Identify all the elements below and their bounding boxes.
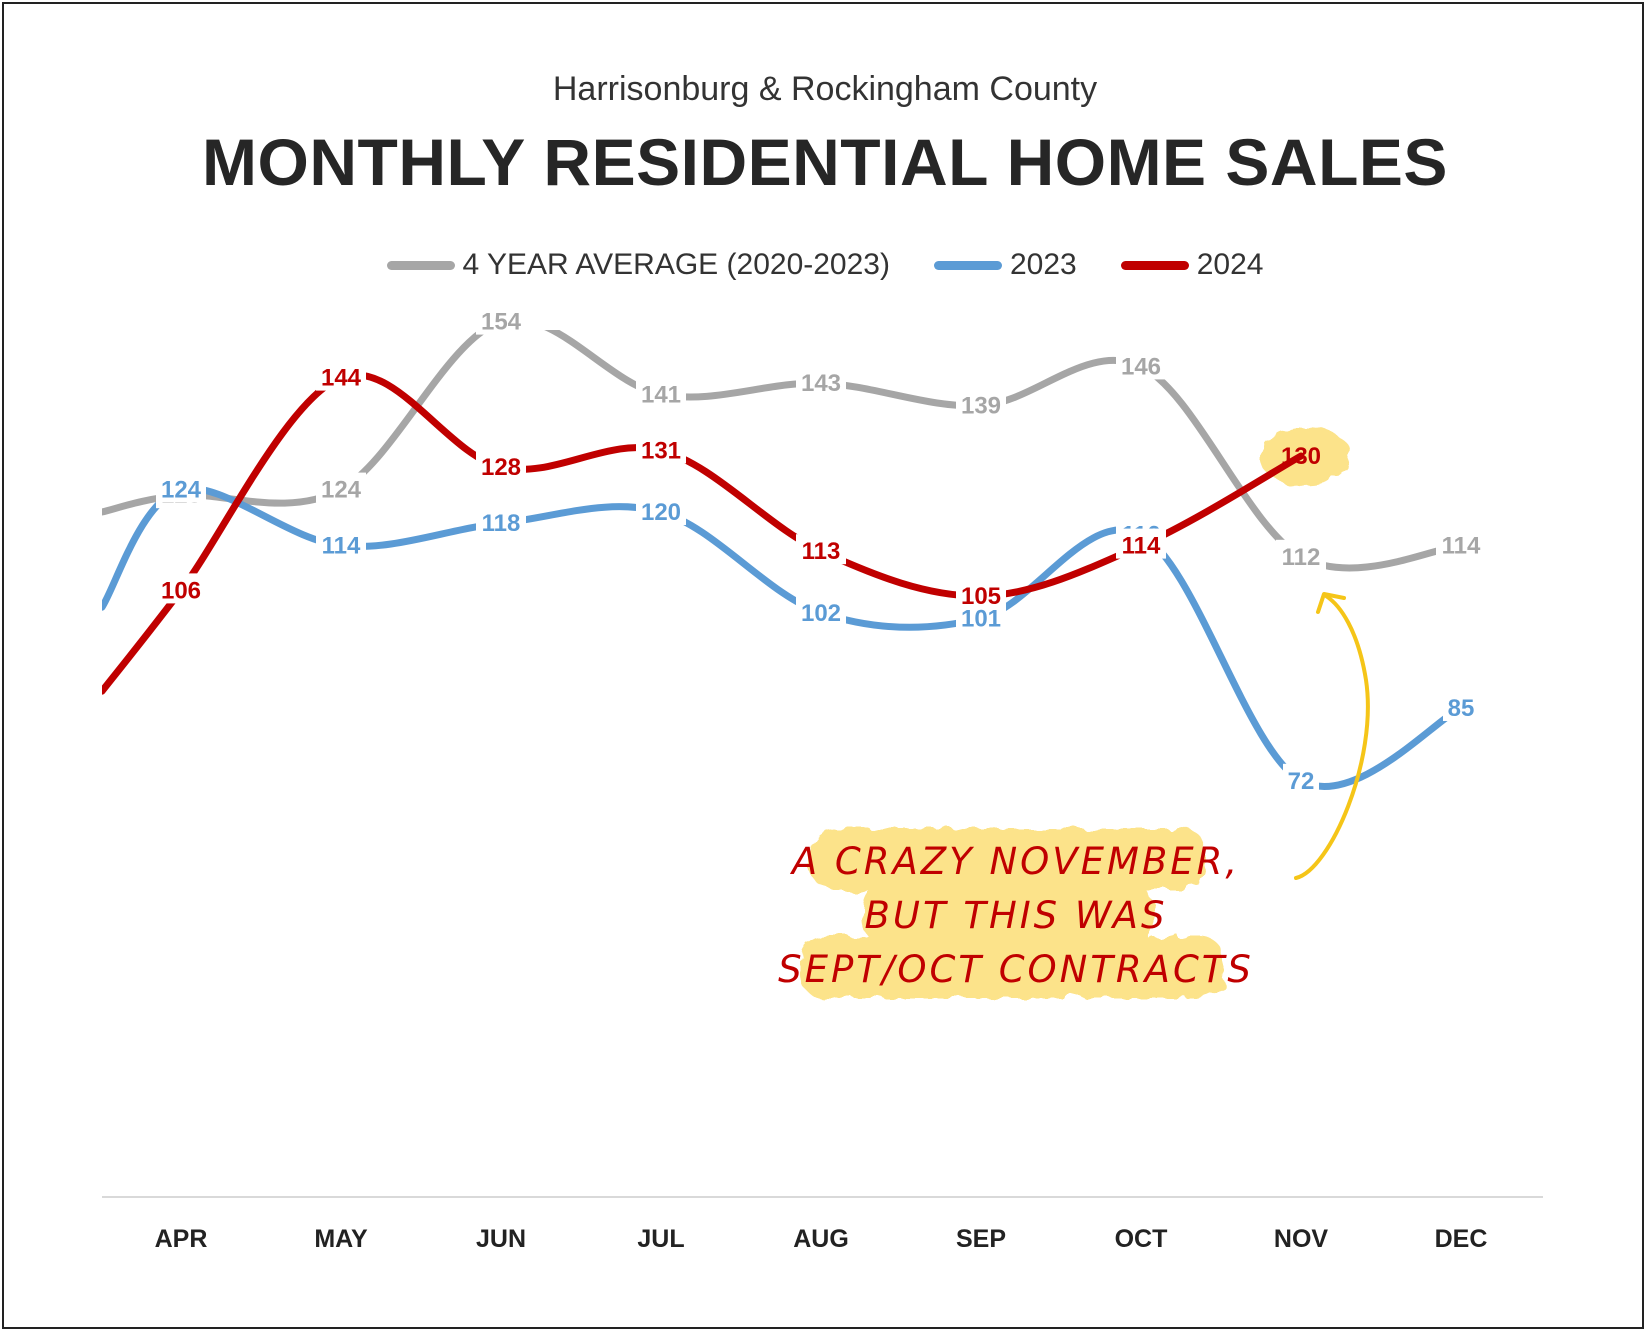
data-label-backdrop <box>796 595 846 626</box>
data-label-average: 154 <box>481 309 522 336</box>
legend-label-average: 4 YEAR AVERAGE (2020-2023) <box>462 248 890 281</box>
legend-swatch-2023 <box>933 260 1002 270</box>
data-label-backdrop <box>796 534 846 565</box>
annotation-text-line: A CRAZY NOVEMBER, <box>790 840 1240 883</box>
data-label-2023: 101 <box>961 605 1001 632</box>
data-label-backdrop <box>316 528 366 559</box>
legend-label-2023: 2023 <box>1009 248 1077 281</box>
x-tick-label: AUG <box>793 1225 849 1253</box>
data-label-2024: 144 <box>321 365 362 392</box>
x-tick-label: OCT <box>1115 1225 1168 1253</box>
x-tick-label: NOV <box>1274 1225 1329 1253</box>
x-tick-label: DEC <box>1435 1225 1488 1253</box>
data-label-backdrop <box>796 366 846 397</box>
data-label-average: 124 <box>321 477 362 504</box>
data-label-2024: 113 <box>802 538 841 565</box>
data-label-backdrop <box>1116 349 1166 380</box>
series-line-2023 <box>102 484 1465 791</box>
note-highlight <box>800 936 1224 998</box>
data-label-backdrop <box>476 506 526 537</box>
data-label-2024: 105 <box>961 583 1001 610</box>
data-label-average: 143 <box>801 370 841 397</box>
data-label-backdrop <box>476 450 526 481</box>
data-label-2023: 124 <box>161 477 202 504</box>
data-label-backdrop <box>1116 528 1166 559</box>
note-highlight <box>810 828 1206 890</box>
data-label-2023: 85 <box>1448 695 1475 722</box>
data-label-average: 146 <box>1121 353 1161 380</box>
data-label-backdrop <box>156 573 206 604</box>
chart-title: MONTHLY RESIDENTIAL HOME SALES <box>202 125 1448 199</box>
data-label-backdrop <box>1283 763 1319 794</box>
x-tick-label: JUL <box>637 1225 684 1253</box>
x-tick-label: MAY <box>314 1225 368 1253</box>
chart-subtitle: Harrisonburg & Rockingham County <box>552 70 1098 108</box>
data-label-average: 139 <box>961 393 1001 420</box>
data-label-backdrop <box>636 377 686 408</box>
data-label-backdrop <box>316 472 366 503</box>
data-label-backdrop <box>636 433 686 464</box>
data-label-2023: 114 <box>322 533 361 560</box>
data-label-2024: 106 <box>161 577 201 604</box>
data-label-backdrop <box>316 360 366 391</box>
x-tick-label: APR <box>155 1225 208 1253</box>
data-label-average: 114 <box>1442 533 1481 560</box>
data-label-2023: 102 <box>801 600 841 627</box>
data-label-backdrop <box>1436 528 1486 559</box>
data-label-2024: 128 <box>481 454 521 481</box>
legend-label-2024: 2024 <box>1196 248 1264 281</box>
data-label-backdrop <box>156 472 206 503</box>
data-label-backdrop <box>956 579 1006 609</box>
legend-item-2024: 2024 <box>1120 248 1264 282</box>
x-tick-label: JUN <box>476 1225 526 1253</box>
data-label-2024: 131 <box>641 437 681 464</box>
annotation-arrow <box>1294 594 1370 880</box>
chart-legend: 4 YEAR AVERAGE (2020-2023) 2023 2024 <box>0 248 1650 282</box>
legend-item-2023: 2023 <box>933 248 1077 282</box>
data-label-average: 112 <box>1282 544 1321 571</box>
data-label-2023: 118 <box>482 510 521 537</box>
legend-swatch-average <box>386 260 455 270</box>
x-tick-label: SEP <box>956 1225 1006 1253</box>
legend-item-average: 4 YEAR AVERAGE (2020-2023) <box>386 248 890 282</box>
data-label-backdrop <box>1443 691 1479 721</box>
data-label-average: 141 <box>641 381 681 408</box>
note-highlight <box>862 882 1152 944</box>
series-line-average <box>102 330 1465 572</box>
annotation-arrowhead-icon <box>1316 592 1346 614</box>
data-label-2024: 114 <box>1122 533 1161 560</box>
annotation-text-line: SEPT/OCT CONTRACTS <box>778 948 1254 991</box>
legend-swatch-2024 <box>1120 260 1189 270</box>
annotation-text-line: BUT THIS WAS <box>865 894 1168 937</box>
data-label-2024: 130 <box>1281 443 1321 470</box>
data-label-2023: 72 <box>1288 768 1315 795</box>
data-label-backdrop <box>476 304 526 335</box>
data-label-backdrop <box>636 495 686 525</box>
data-label-backdrop <box>956 388 1006 419</box>
data-label-backdrop <box>1276 539 1326 570</box>
data-label-2023: 120 <box>641 499 681 526</box>
